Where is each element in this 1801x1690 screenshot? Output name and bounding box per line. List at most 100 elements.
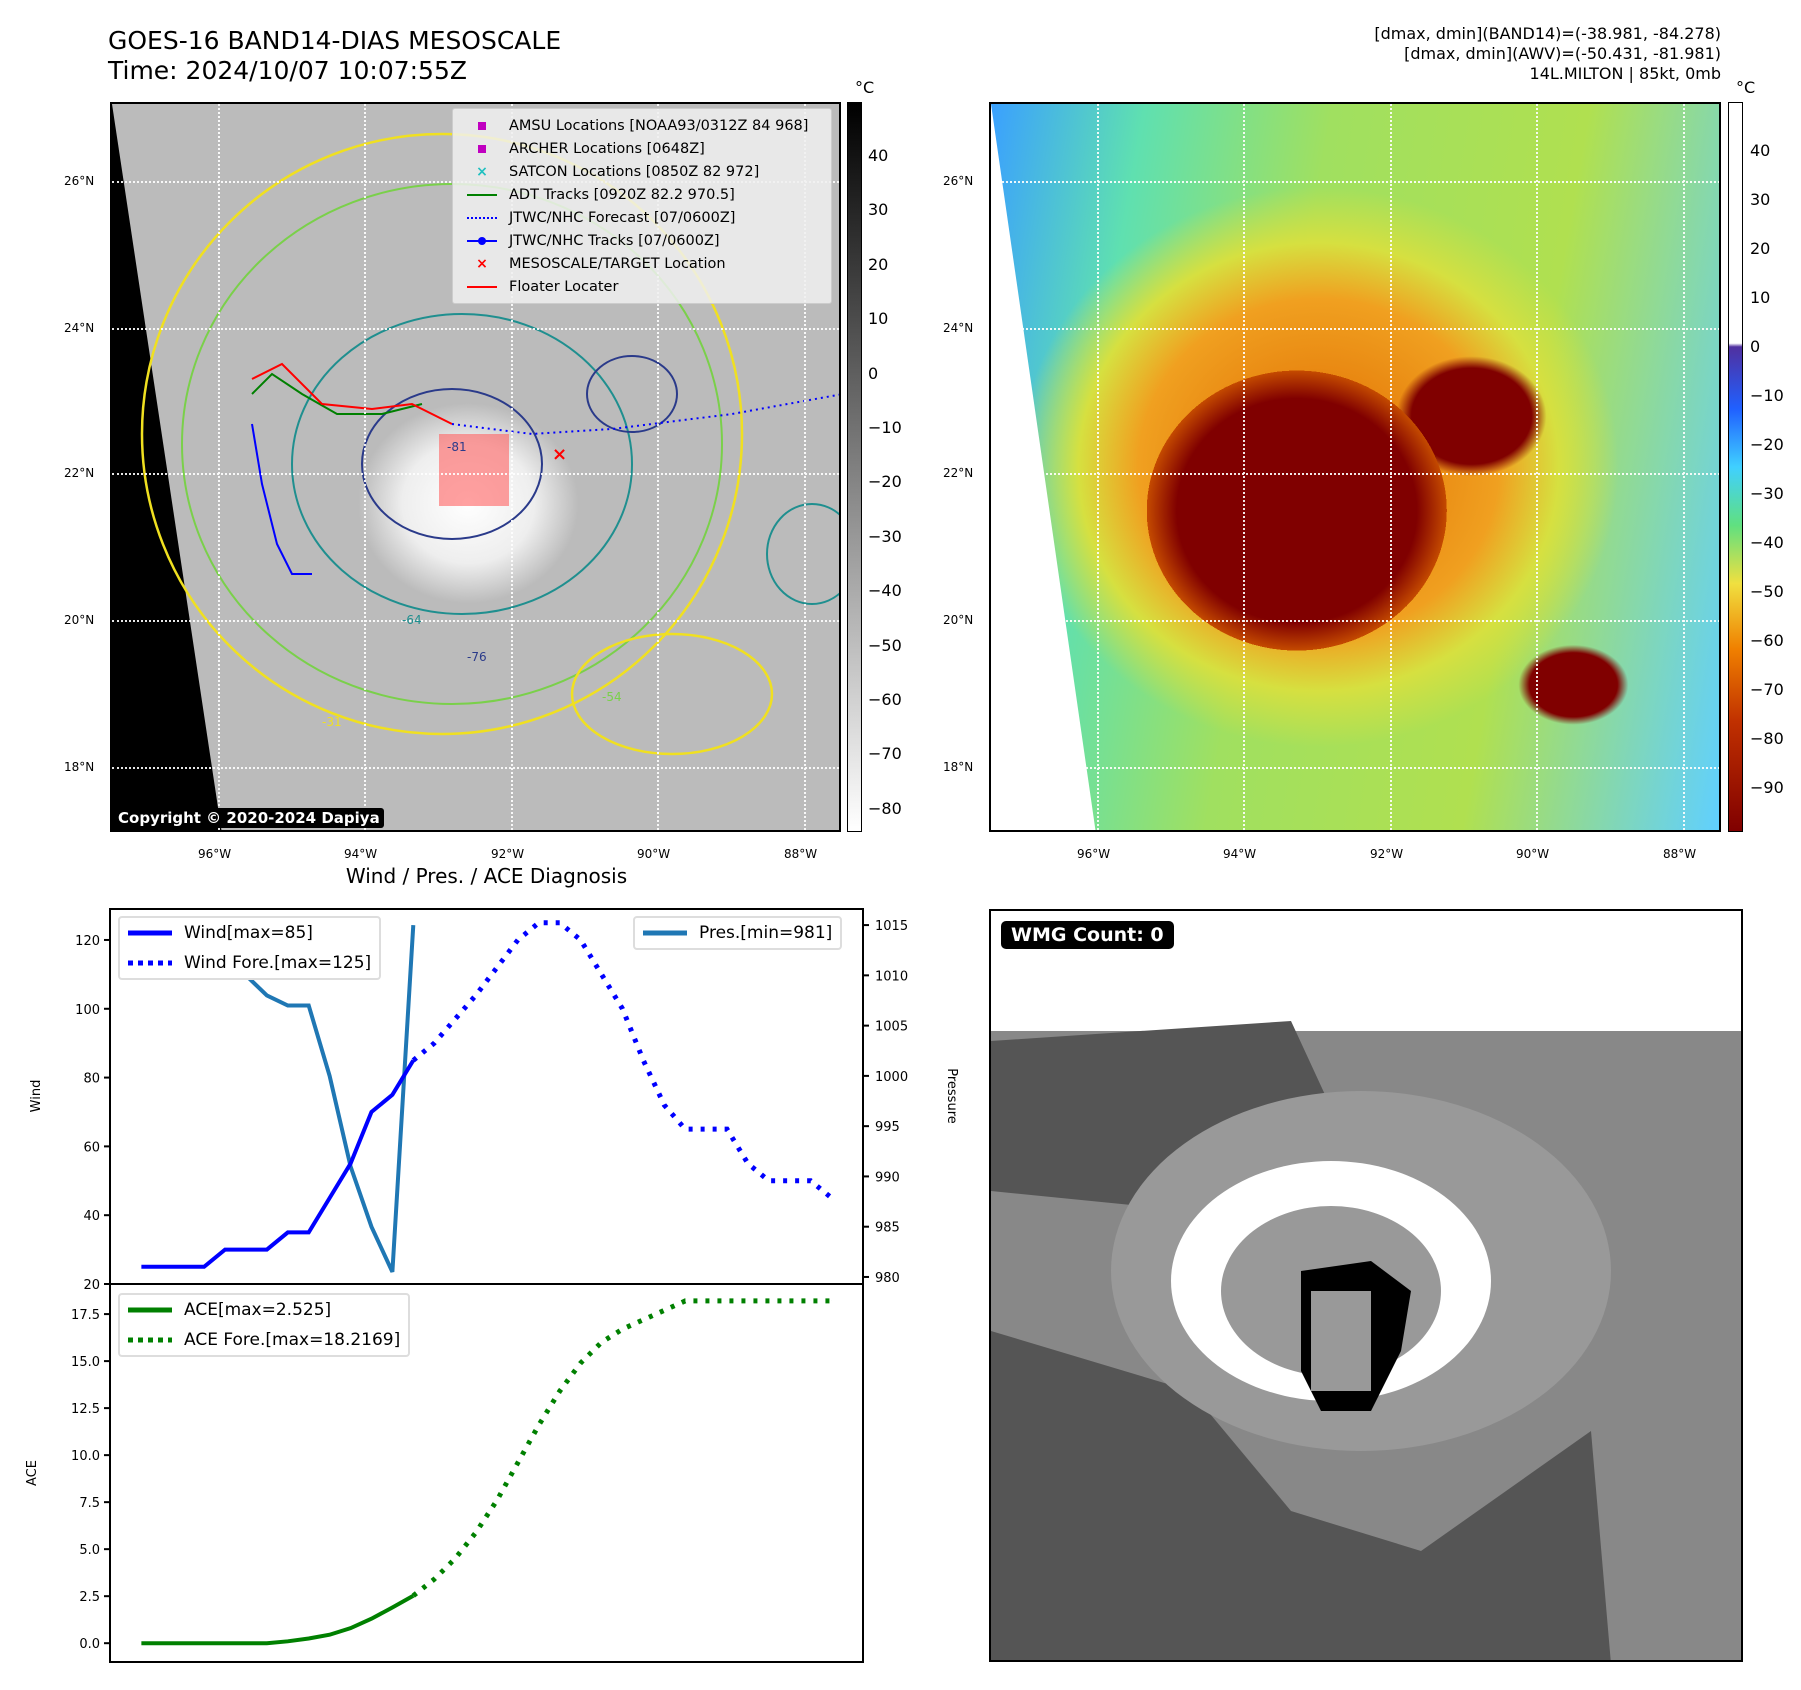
chart-title: Wind / Pres. / ACE Diagnosis (345, 864, 628, 888)
lat-tick: 20°N (943, 613, 974, 627)
pres-legend: Pres.[min=981] (633, 916, 843, 950)
colorbar-tick: −70 (1750, 680, 1784, 699)
wind-pres-ace-chart: 20 40 60 80 100 120 980 985 990 995 1000 1005 1010 10… (25, 908, 959, 1663)
pressure-tick-label: 995 (875, 1120, 900, 1135)
wind-fore-legend-swatch (128, 960, 172, 966)
ace-legend: ACE[max=2.525] ACE Fore.[max=18.2169] (118, 1293, 411, 1357)
plot-frame (109, 908, 864, 1663)
colorbar-tick: −50 (1750, 582, 1784, 601)
colorbar-tick: 40 (1750, 141, 1771, 160)
wind-legend-swatch (128, 930, 172, 936)
line-dot-icon (465, 237, 499, 245)
copyright-label: Copyright © 2020-2024 Dapiya (114, 808, 384, 828)
contour-label: -64 (402, 613, 422, 627)
pressure-tick-label: 1005 (875, 1020, 908, 1035)
ace-fore-legend-label: ACE Fore.[max=18.2169] (184, 1330, 401, 1350)
legend-label: SATCON Locations [0850Z 82 972] (509, 164, 760, 180)
wind-tick-label: 100 (75, 1003, 100, 1018)
product-title: GOES-16 BAND14-DIAS MESOSCALE (108, 26, 562, 55)
colorbar-tick: −20 (868, 472, 902, 492)
no-data-region (991, 104, 1096, 830)
wind-tick-label: 60 (83, 1140, 100, 1155)
colorbar-tick: −30 (868, 526, 902, 546)
wind-forecast-line (411, 920, 834, 1200)
pressure-tick-label: 1015 (875, 919, 908, 934)
colorbar-tick: −40 (868, 581, 902, 601)
contour-overlay: × (140, 132, 839, 756)
ace-tick-label: 15.0 (71, 1355, 100, 1370)
colorbar-tick: −20 (1750, 435, 1784, 454)
ace-tick-label: 10.0 (71, 1449, 100, 1464)
x-marker-icon: × (476, 164, 488, 180)
ace-tick-label: 7.5 (79, 1496, 100, 1511)
legend-item: Floater Locater (465, 276, 618, 298)
ace-tick-label: 0.0 (79, 1637, 100, 1652)
contour-label: -54 (602, 690, 622, 704)
storm-info: 14L.MILTON | 85kt, 0mb (1529, 64, 1721, 83)
legend-label: AMSU Locations [NOAA93/0312Z 84 968] (509, 118, 809, 134)
ace-line (141, 1593, 415, 1646)
colorbar-unit: °C (1736, 78, 1756, 97)
awv-range: [dmax, dmin](AWV)=(-50.431, -81.981) (1404, 44, 1721, 63)
map-legend: AMSU Locations [NOAA93/0312Z 84 968] ARCH… (452, 108, 832, 304)
colorbar-tick: −60 (868, 690, 902, 709)
colorbar-tick: 30 (1750, 190, 1771, 209)
pressure-tick-label: 985 (875, 1221, 900, 1236)
colorbar-tick: −70 (868, 744, 902, 764)
no-data-region (112, 104, 222, 830)
colorbar-tick: −40 (1750, 533, 1784, 552)
legend-label: JTWC/NHC Tracks [07/0600Z] (509, 233, 720, 249)
ace-fore-legend-swatch (128, 1337, 172, 1343)
colorbar-tick: 10 (1750, 288, 1771, 307)
wind-axis-label: Wind (29, 1080, 44, 1113)
colorbar-tick: 10 (868, 309, 889, 329)
legend-label: ARCHER Locations [0648Z] (509, 141, 705, 157)
lon-tick: 96°W (198, 847, 232, 861)
wmg-count-label: WMG Count: 0 (1001, 921, 1174, 949)
awv-colorbar (1728, 102, 1743, 832)
colorbar-tick: −10 (1750, 386, 1784, 405)
lat-tick: 26°N (943, 174, 974, 188)
wind-legend-label: Wind[max=85] (184, 923, 313, 943)
legend-label: JTWC/NHC Forecast [07/0600Z] (509, 210, 736, 226)
lat-tick: 24°N (64, 321, 95, 335)
colorbar-tick: −60 (1750, 631, 1784, 650)
legend-item: × SATCON Locations [0850Z 82 972] (465, 161, 759, 183)
solid-line-icon (465, 194, 499, 196)
legend-label: MESOSCALE/TARGET Location (509, 256, 726, 272)
colorbar-tick: −90 (1750, 778, 1784, 797)
lon-tick: 90°W (637, 847, 671, 861)
ace-legend-label: ACE[max=2.525] (184, 1300, 332, 1320)
colorbar-tick: 0 (1750, 337, 1761, 356)
wmg-image (991, 911, 1741, 1660)
colorbar-tick: −30 (1750, 484, 1784, 503)
wind-tick-label: 120 (75, 934, 100, 949)
wind-fore-legend-label: Wind Fore.[max=125] (184, 953, 372, 973)
legend-item: JTWC/NHC Forecast [07/0600Z] (465, 207, 735, 229)
colorbar-tick: −10 (868, 418, 902, 437)
lat-tick: 18°N (943, 760, 974, 774)
lon-tick: 96°W (1077, 847, 1111, 861)
legend-item: ADT Tracks [0920Z 82.2 970.5] (465, 184, 735, 206)
pressure-tick-label: 1010 (875, 969, 908, 984)
awv-color-map (989, 102, 1721, 832)
legend-item: AMSU Locations [NOAA93/0312Z 84 968] (465, 115, 808, 137)
wind-tick-label: 40 (83, 1209, 100, 1224)
grayscale-colorbar (847, 102, 862, 832)
info-block: [dmax, dmin](BAND14)=(-38.981, -84.278) … (1374, 24, 1721, 84)
ir-grayscale-map: × -76 -64 -54 -31 -81 AMSU Locations [NO… (110, 102, 841, 832)
wind-line (141, 1059, 416, 1269)
colorbar-tick: 30 (868, 200, 889, 220)
colorbar-tick: 0 (868, 363, 879, 383)
lon-tick: 88°W (1663, 847, 1697, 861)
contour-label: -76 (467, 650, 487, 664)
ace-forecast-line (411, 1298, 832, 1598)
figure-title: GOES-16 BAND14-DIAS MESOSCALE Time: 2024… (108, 26, 561, 86)
colorbar-tick: −80 (1750, 729, 1784, 748)
legend-label: Floater Locater (509, 279, 619, 295)
lon-tick: 92°W (491, 847, 525, 861)
lat-tick: 18°N (64, 760, 95, 774)
ace-tick-label: 12.5 (71, 1402, 100, 1417)
contour-label: -31 (322, 715, 342, 729)
timestamp: Time: 2024/10/07 10:07:55Z (108, 56, 467, 85)
